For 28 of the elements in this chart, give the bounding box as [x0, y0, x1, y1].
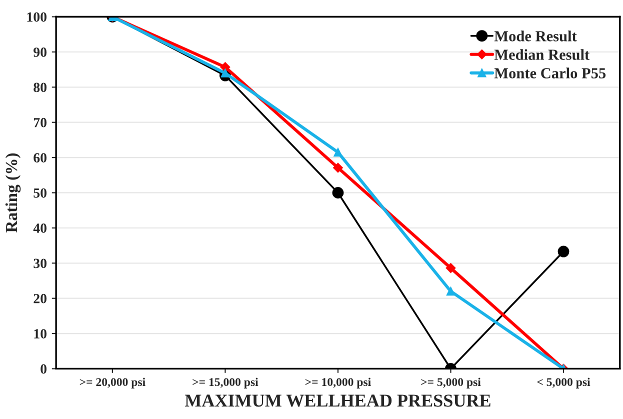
x-tick-label: >= 5,000 psi: [421, 378, 481, 388]
y-tick-label: 50: [34, 188, 47, 198]
y-tick-label: 30: [34, 258, 47, 268]
y-tick-label: 90: [34, 48, 47, 57]
legend-label: Mode Result: [494, 30, 577, 42]
y-tick-label: 10: [34, 329, 47, 338]
x-axis-title: MAXIMUM WELLHEAD PRESSURE: [184, 394, 490, 407]
y-tick-label: 0: [40, 364, 47, 374]
legend-label: Monte Carlo P55: [494, 68, 606, 78]
point: [332, 187, 344, 198]
legend-label: Median Result: [494, 49, 590, 60]
y-tick-label: 70: [34, 118, 47, 128]
point: [446, 263, 456, 273]
x-tick-label: >= 15,000 psi: [192, 378, 258, 388]
x-tick-label: >= 10,000 psi: [305, 378, 371, 388]
y-tick-label: 20: [34, 294, 47, 304]
y-tick-label: 60: [34, 153, 47, 162]
point: [333, 162, 343, 173]
point: [220, 68, 230, 78]
y-tick-label: 100: [27, 12, 47, 22]
x-tick-label: >= 20,000 psi: [80, 378, 146, 388]
x-tick-label: < 5,000 psi: [537, 378, 590, 388]
y-axis-title: Rating (%): [5, 153, 21, 232]
point: [446, 286, 456, 296]
y-tick-label: 40: [33, 224, 47, 233]
y-tick-label: 80: [34, 82, 47, 92]
point: [334, 148, 342, 157]
point: [558, 246, 570, 258]
